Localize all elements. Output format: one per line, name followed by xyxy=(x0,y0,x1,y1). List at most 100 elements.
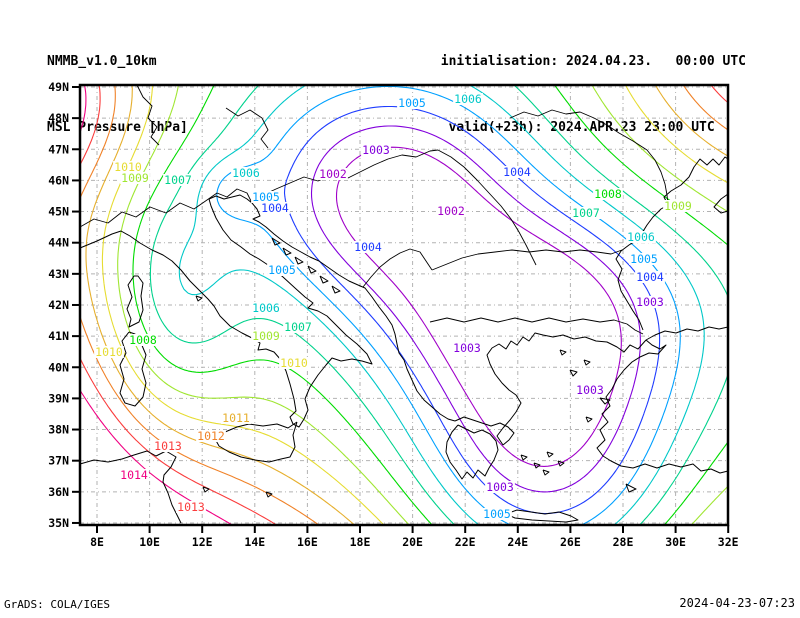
coastline xyxy=(126,275,144,328)
lat-tick-label: 49N xyxy=(48,80,69,94)
coastline xyxy=(569,369,578,377)
coastline xyxy=(79,450,182,524)
coastline xyxy=(645,326,729,341)
isobar-label-mask xyxy=(120,172,150,184)
isobar-label-mask xyxy=(94,346,124,358)
lon-tick-label: 28E xyxy=(613,535,634,549)
coastline xyxy=(454,416,515,446)
isobar-label-mask xyxy=(593,188,623,200)
coastline xyxy=(583,359,591,366)
coastline xyxy=(625,483,637,493)
isobar-label-mask xyxy=(453,93,483,105)
coastline-layer xyxy=(79,156,729,524)
isobar-label: 1007 xyxy=(164,173,192,187)
isobar-label-mask xyxy=(485,481,515,493)
grads-credit: GrADS: COLA/IGES xyxy=(4,598,110,611)
coastline xyxy=(599,397,611,405)
lat-tick-label: 45N xyxy=(48,205,69,219)
isobar-1011 xyxy=(85,84,729,526)
coastline xyxy=(520,454,528,461)
lat-tick-label: 47N xyxy=(48,142,69,156)
lat-tick-label: 35N xyxy=(48,516,69,530)
coastline xyxy=(271,237,281,246)
lon-tick-label: 16E xyxy=(297,535,318,549)
isobar-label-mask xyxy=(629,253,659,265)
isobar-label-mask xyxy=(231,167,261,179)
isobar-label: 1003 xyxy=(362,143,390,157)
isobar-label-mask xyxy=(251,302,281,314)
isobar-label: 1009 xyxy=(664,199,692,213)
lat-tick-label: 43N xyxy=(48,267,69,281)
coastline xyxy=(202,486,210,493)
border xyxy=(362,248,433,288)
coastline xyxy=(542,469,550,476)
isobar-label: 1013 xyxy=(154,439,182,453)
isobar-label-mask xyxy=(436,205,466,217)
isobar-label-mask xyxy=(575,384,605,396)
isobar-label: 1005 xyxy=(630,252,658,266)
border xyxy=(225,107,269,149)
isobar-label-mask xyxy=(128,334,158,346)
isobar-label: 1006 xyxy=(232,166,260,180)
isobar-label: 1010 xyxy=(95,345,123,359)
header-left: NMMB_v1.0_10km MSL Pressure [hPa] xyxy=(47,7,188,161)
isobar-label-mask xyxy=(221,412,251,424)
isobar-label-mask xyxy=(163,174,193,186)
lat-tick-label: 37N xyxy=(48,454,69,468)
isobar-1006 xyxy=(178,84,705,526)
header-right: initialisation: 2024.04.23. 00:00 UTC va… xyxy=(441,7,746,161)
isobar-label-mask xyxy=(279,357,309,369)
isobar-label: 1005 xyxy=(268,263,296,277)
lat-tick-label: 44N xyxy=(48,236,69,250)
isobar-label-mask xyxy=(318,168,348,180)
lat-tick-label: 39N xyxy=(48,391,69,405)
isobar-label: 1008 xyxy=(129,333,157,347)
grid-layer xyxy=(80,85,729,525)
isobar-label-mask xyxy=(113,161,143,173)
border xyxy=(437,149,537,266)
lon-tick-label: 26E xyxy=(560,535,581,549)
isobar-label: 1003 xyxy=(576,383,604,397)
isobar-label-mask xyxy=(196,430,226,442)
coastline xyxy=(615,156,729,331)
isobar-label: 1007 xyxy=(284,320,312,334)
lat-tick-label: 46N xyxy=(48,173,69,187)
coastline xyxy=(559,349,567,356)
coastline xyxy=(557,460,565,467)
isobar-label: 1012 xyxy=(197,429,225,443)
isobar-label: 1006 xyxy=(252,301,280,315)
coastline xyxy=(585,416,593,423)
coastline xyxy=(213,421,298,463)
isobar-label-mask xyxy=(663,200,693,212)
isobar-label: 1010 xyxy=(114,160,142,174)
lat-tick-label: 36N xyxy=(48,485,69,499)
isobar-label: 1003 xyxy=(486,480,514,494)
isobar-label-layer: 1005 1006 1003 1002 1004 1002 1008 1009 1007 1006… xyxy=(94,92,693,521)
isobar-label-mask xyxy=(119,469,149,481)
coastline xyxy=(294,256,304,265)
coastline xyxy=(195,295,203,302)
field-title: MSL Pressure [hPa] xyxy=(47,120,188,135)
isobar-label-mask xyxy=(452,342,482,354)
lon-tick-label: 32E xyxy=(718,535,739,549)
isobar-label-mask xyxy=(176,501,206,513)
model-title: NMMB_v1.0_10km xyxy=(47,54,157,69)
lat-tick-label: 48N xyxy=(48,111,69,125)
isobar-label: 1004 xyxy=(636,270,664,284)
isobar-label: 1004 xyxy=(503,165,531,179)
lat-tick-label: 40N xyxy=(48,360,69,374)
isobar-label: 1009 xyxy=(121,171,149,185)
isobar-label: 1007 xyxy=(572,206,600,220)
coastline xyxy=(282,247,292,256)
isobar-1005 xyxy=(216,85,681,526)
lon-tick-label: 20E xyxy=(402,535,423,549)
isobar-label: 1002 xyxy=(437,204,465,218)
lon-tick-label: 10E xyxy=(139,535,160,549)
isobar-label: 1010 xyxy=(280,356,308,370)
coastline xyxy=(307,265,317,274)
isobar-label: 1003 xyxy=(453,341,481,355)
isobar-label: 1003 xyxy=(636,295,664,309)
lon-tick-label: 14E xyxy=(244,535,265,549)
border xyxy=(429,317,628,325)
